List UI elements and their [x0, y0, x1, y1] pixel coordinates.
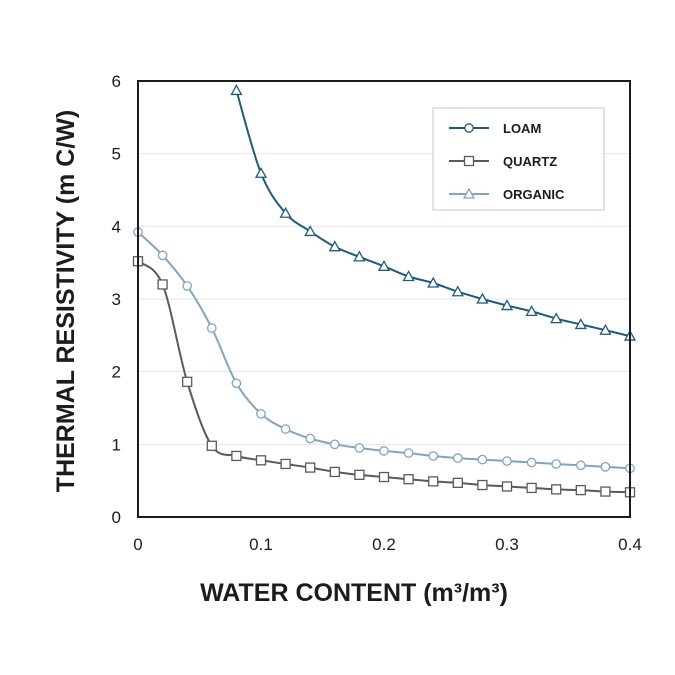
legend-marker-loam — [464, 123, 474, 133]
data-point-quartz — [280, 458, 291, 470]
data-point-loam — [500, 299, 514, 311]
data-point-organic — [477, 454, 488, 465]
data-point-quartz — [477, 479, 488, 491]
data-point-quartz — [501, 481, 513, 492]
data-point-organic — [256, 408, 266, 419]
data-point-loam — [476, 292, 489, 304]
y-tick-label: 4 — [112, 217, 121, 236]
data-point-quartz — [305, 462, 316, 473]
data-point-quartz — [354, 469, 365, 481]
data-point-loam — [525, 305, 538, 317]
data-point-organic — [354, 443, 365, 453]
data-point-loam — [328, 240, 341, 252]
data-point-organic — [231, 378, 242, 389]
x-tick-label: 0.1 — [249, 535, 273, 554]
y-tick-label: 0 — [112, 508, 121, 527]
data-point-organic — [280, 424, 291, 434]
legend-label-organic: ORGANIC — [503, 187, 565, 202]
data-point-organic — [182, 281, 193, 291]
data-point-loam — [353, 250, 366, 262]
data-point-loam — [254, 166, 268, 178]
data-point-quartz — [157, 279, 168, 290]
y-tick-label: 5 — [112, 145, 121, 164]
data-point-quartz — [428, 476, 439, 487]
data-point-quartz — [526, 482, 537, 494]
data-point-organic — [403, 448, 414, 458]
data-point-organic — [379, 446, 389, 456]
data-point-organic — [329, 439, 340, 450]
data-point-loam — [230, 84, 243, 96]
series-line-quartz — [137, 260, 631, 494]
legend-marker-organic — [462, 187, 476, 199]
data-point-quartz — [378, 471, 390, 483]
x-axis-title: WATER CONTENT (m³/m³) — [200, 579, 508, 607]
data-point-quartz — [329, 466, 340, 478]
legend-item-organic: ORGANIC — [449, 187, 565, 202]
data-point-quartz — [600, 486, 611, 497]
series-organic — [133, 227, 635, 474]
grid-lines — [138, 153, 630, 445]
plot-area-frame — [137, 80, 631, 518]
data-point-loam — [377, 259, 391, 271]
legend-item-loam: LOAM — [449, 121, 541, 136]
y-tick-label: 2 — [112, 363, 121, 382]
data-point-loam — [427, 276, 440, 288]
x-tick-label: 0 — [133, 535, 142, 554]
legend-item-quartz: QUARTZ — [449, 154, 557, 169]
x-tick-label: 0.4 — [618, 535, 642, 554]
data-point-organic — [305, 433, 316, 444]
data-point-organic — [502, 456, 512, 466]
data-point-quartz — [255, 455, 267, 466]
y-axis-title: THERMAL RESISTIVITY (m C/W) — [52, 110, 80, 492]
data-point-quartz — [403, 474, 414, 485]
data-point-organic — [452, 453, 463, 463]
x-tick-label: 0.3 — [495, 535, 519, 554]
data-point-organic — [206, 323, 217, 333]
y-tick-label: 1 — [112, 435, 121, 454]
data-point-loam — [304, 225, 317, 237]
data-point-quartz — [206, 440, 217, 451]
data-point-loam — [402, 270, 415, 282]
legend-marker-quartz — [463, 155, 475, 167]
data-point-organic — [600, 462, 611, 472]
series-layer — [132, 84, 637, 498]
series-loam — [230, 84, 637, 341]
legend: LOAM QUARTZ ORGANIC — [432, 107, 605, 211]
data-point-quartz — [231, 450, 242, 462]
data-point-loam — [550, 312, 563, 324]
y-tick-label: 3 — [112, 290, 121, 309]
data-point-loam — [574, 318, 587, 330]
data-point-quartz — [182, 376, 193, 387]
y-tick-label: 6 — [112, 72, 121, 91]
data-point-organic — [526, 457, 537, 468]
legend-label-loam: LOAM — [503, 121, 541, 136]
data-point-organic — [157, 250, 168, 261]
data-point-quartz — [452, 477, 463, 488]
tick-labels: 0 1 2 3 4 5 6 0 0.1 0.2 0.3 0.4 — [112, 72, 642, 554]
data-point-quartz — [575, 484, 586, 496]
x-tick-label: 0.2 — [372, 535, 396, 554]
data-point-organic — [575, 460, 586, 471]
data-point-quartz — [551, 484, 562, 495]
data-point-loam — [599, 323, 612, 335]
data-point-organic — [551, 459, 562, 469]
data-point-organic — [428, 451, 439, 461]
legend-label-quartz: QUARTZ — [503, 154, 557, 169]
data-point-loam — [279, 206, 292, 218]
data-point-loam — [451, 285, 464, 297]
series-quartz — [132, 256, 636, 498]
